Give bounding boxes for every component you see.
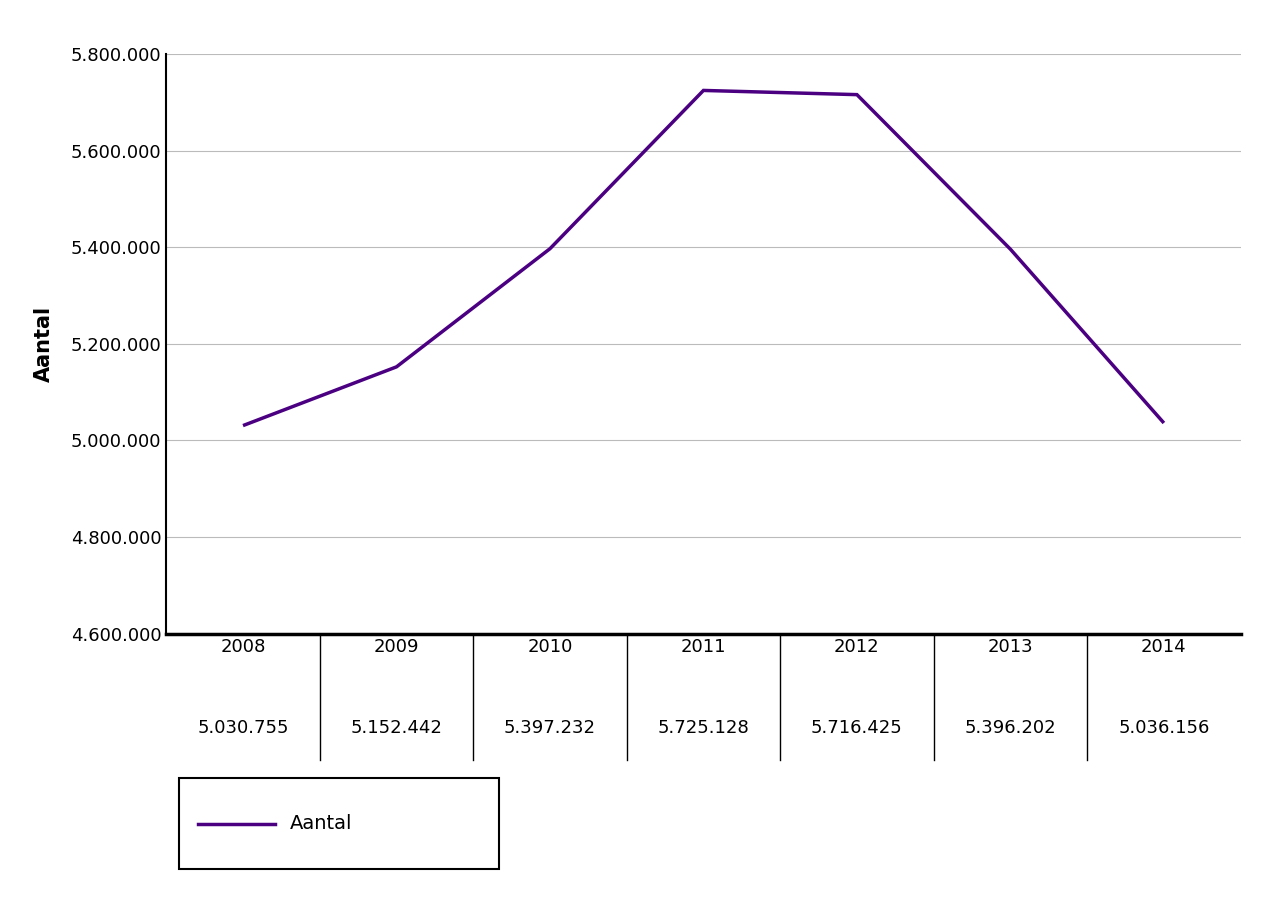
Text: 5.725.128: 5.725.128 [657, 719, 749, 738]
Text: 5.152.442: 5.152.442 [350, 719, 443, 738]
Y-axis label: Aantal: Aantal [35, 306, 54, 382]
Text: Aantal: Aantal [290, 814, 353, 833]
Text: 5.036.156: 5.036.156 [1118, 719, 1210, 738]
Text: 5.397.232: 5.397.232 [504, 719, 596, 738]
Text: 5.030.755: 5.030.755 [197, 719, 289, 738]
Text: 5.716.425: 5.716.425 [811, 719, 903, 738]
Text: 5.396.202: 5.396.202 [964, 719, 1056, 738]
